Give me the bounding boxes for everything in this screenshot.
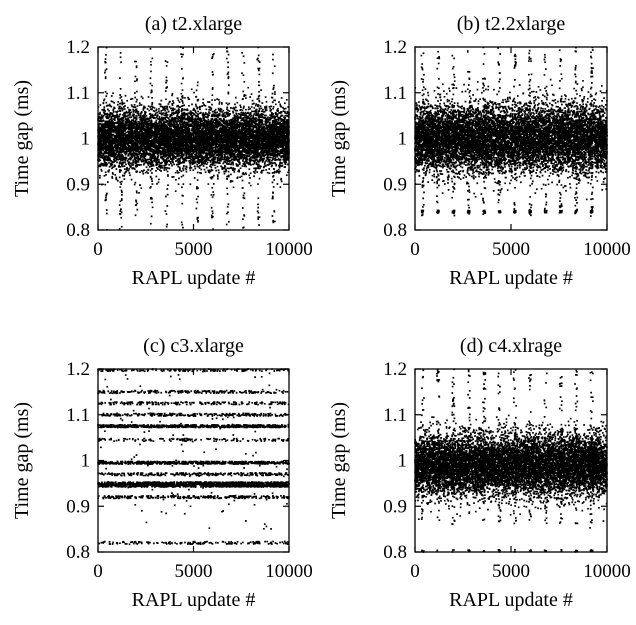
x-tick-label: 5000 — [175, 561, 213, 582]
x-tick-label: 0 — [93, 561, 103, 582]
y-tick-label: 0.9 — [66, 496, 90, 517]
y-tick-label: 1.1 — [383, 405, 407, 426]
y-axis-label: Time gap (ms) — [328, 402, 350, 519]
chart-panel-1: (a) t2.xlarge 0.8 0.9 1 1.1 1.2 0 5000 10000 RAPL… — [11, 13, 313, 289]
chart-panel-3: (c) c3.xlarge 0.8 0.9 1 1.1 1.2 0 5000 10000 RAPL… — [11, 335, 313, 611]
x-tick-label: 5000 — [492, 561, 530, 582]
x-tick-label: 5000 — [492, 239, 530, 260]
x-tick-label: 10000 — [265, 561, 313, 582]
scatter-points — [97, 46, 290, 231]
y-tick-label: 1 — [398, 451, 408, 472]
y-tick-label: 1.1 — [66, 83, 90, 104]
y-tick-label: 0.8 — [66, 220, 90, 241]
y-axis-label: Time gap (ms) — [328, 80, 350, 197]
x-tick-label: 10000 — [583, 239, 631, 260]
y-tick-label: 0.8 — [383, 220, 407, 241]
y-tick-label: 1 — [81, 129, 91, 150]
scatter-points — [414, 46, 608, 217]
x-axis-label: RAPL update # — [132, 589, 256, 611]
panel-title: (d) c4.xlrage — [460, 335, 562, 357]
x-tick-label: 0 — [410, 239, 420, 260]
y-tick-label: 0.9 — [66, 174, 90, 195]
y-tick-label: 1.2 — [66, 37, 90, 58]
y-tick-label: 1.2 — [383, 37, 407, 58]
chart-panel-2: (b) t2.2xlarge 0.8 0.9 1 1.1 1.2 0 5000 10000 RAP… — [328, 13, 631, 289]
y-axis-label: Time gap (ms) — [11, 402, 33, 519]
y-tick-label: 1 — [81, 451, 91, 472]
panel-title: (c) c3.xlarge — [143, 335, 244, 357]
y-tick-label: 1.2 — [383, 359, 407, 380]
plot-frame — [97, 368, 290, 553]
x-tick-label: 5000 — [175, 239, 213, 260]
x-tick-label: 10000 — [583, 561, 631, 582]
x-axis-label: RAPL update # — [132, 267, 256, 289]
y-tick-label: 0.9 — [383, 174, 407, 195]
scatter-points — [414, 368, 608, 553]
chart-panel-4: (d) c4.xlrage 0.8 0.9 1 1.1 1.2 0 5000 10000 RAPL… — [328, 335, 631, 611]
y-tick-label: 0.8 — [383, 542, 407, 563]
y-tick-label: 0.8 — [66, 542, 90, 563]
panel-title: (a) t2.xlarge — [145, 13, 242, 35]
y-tick-label: 0.9 — [383, 496, 407, 517]
x-axis-label: RAPL update # — [449, 267, 573, 289]
y-tick-label: 1.1 — [383, 83, 407, 104]
x-tick-label: 0 — [410, 561, 420, 582]
x-tick-label: 0 — [93, 239, 103, 260]
y-tick-label: 1 — [398, 129, 408, 150]
y-tick-label: 1.1 — [66, 405, 90, 426]
panel-title: (b) t2.2xlarge — [457, 13, 566, 35]
x-axis-label: RAPL update # — [449, 589, 573, 611]
y-tick-label: 1.2 — [66, 359, 90, 380]
scatter-points — [97, 368, 290, 546]
x-tick-label: 10000 — [265, 239, 313, 260]
y-axis-label: Time gap (ms) — [11, 80, 33, 197]
